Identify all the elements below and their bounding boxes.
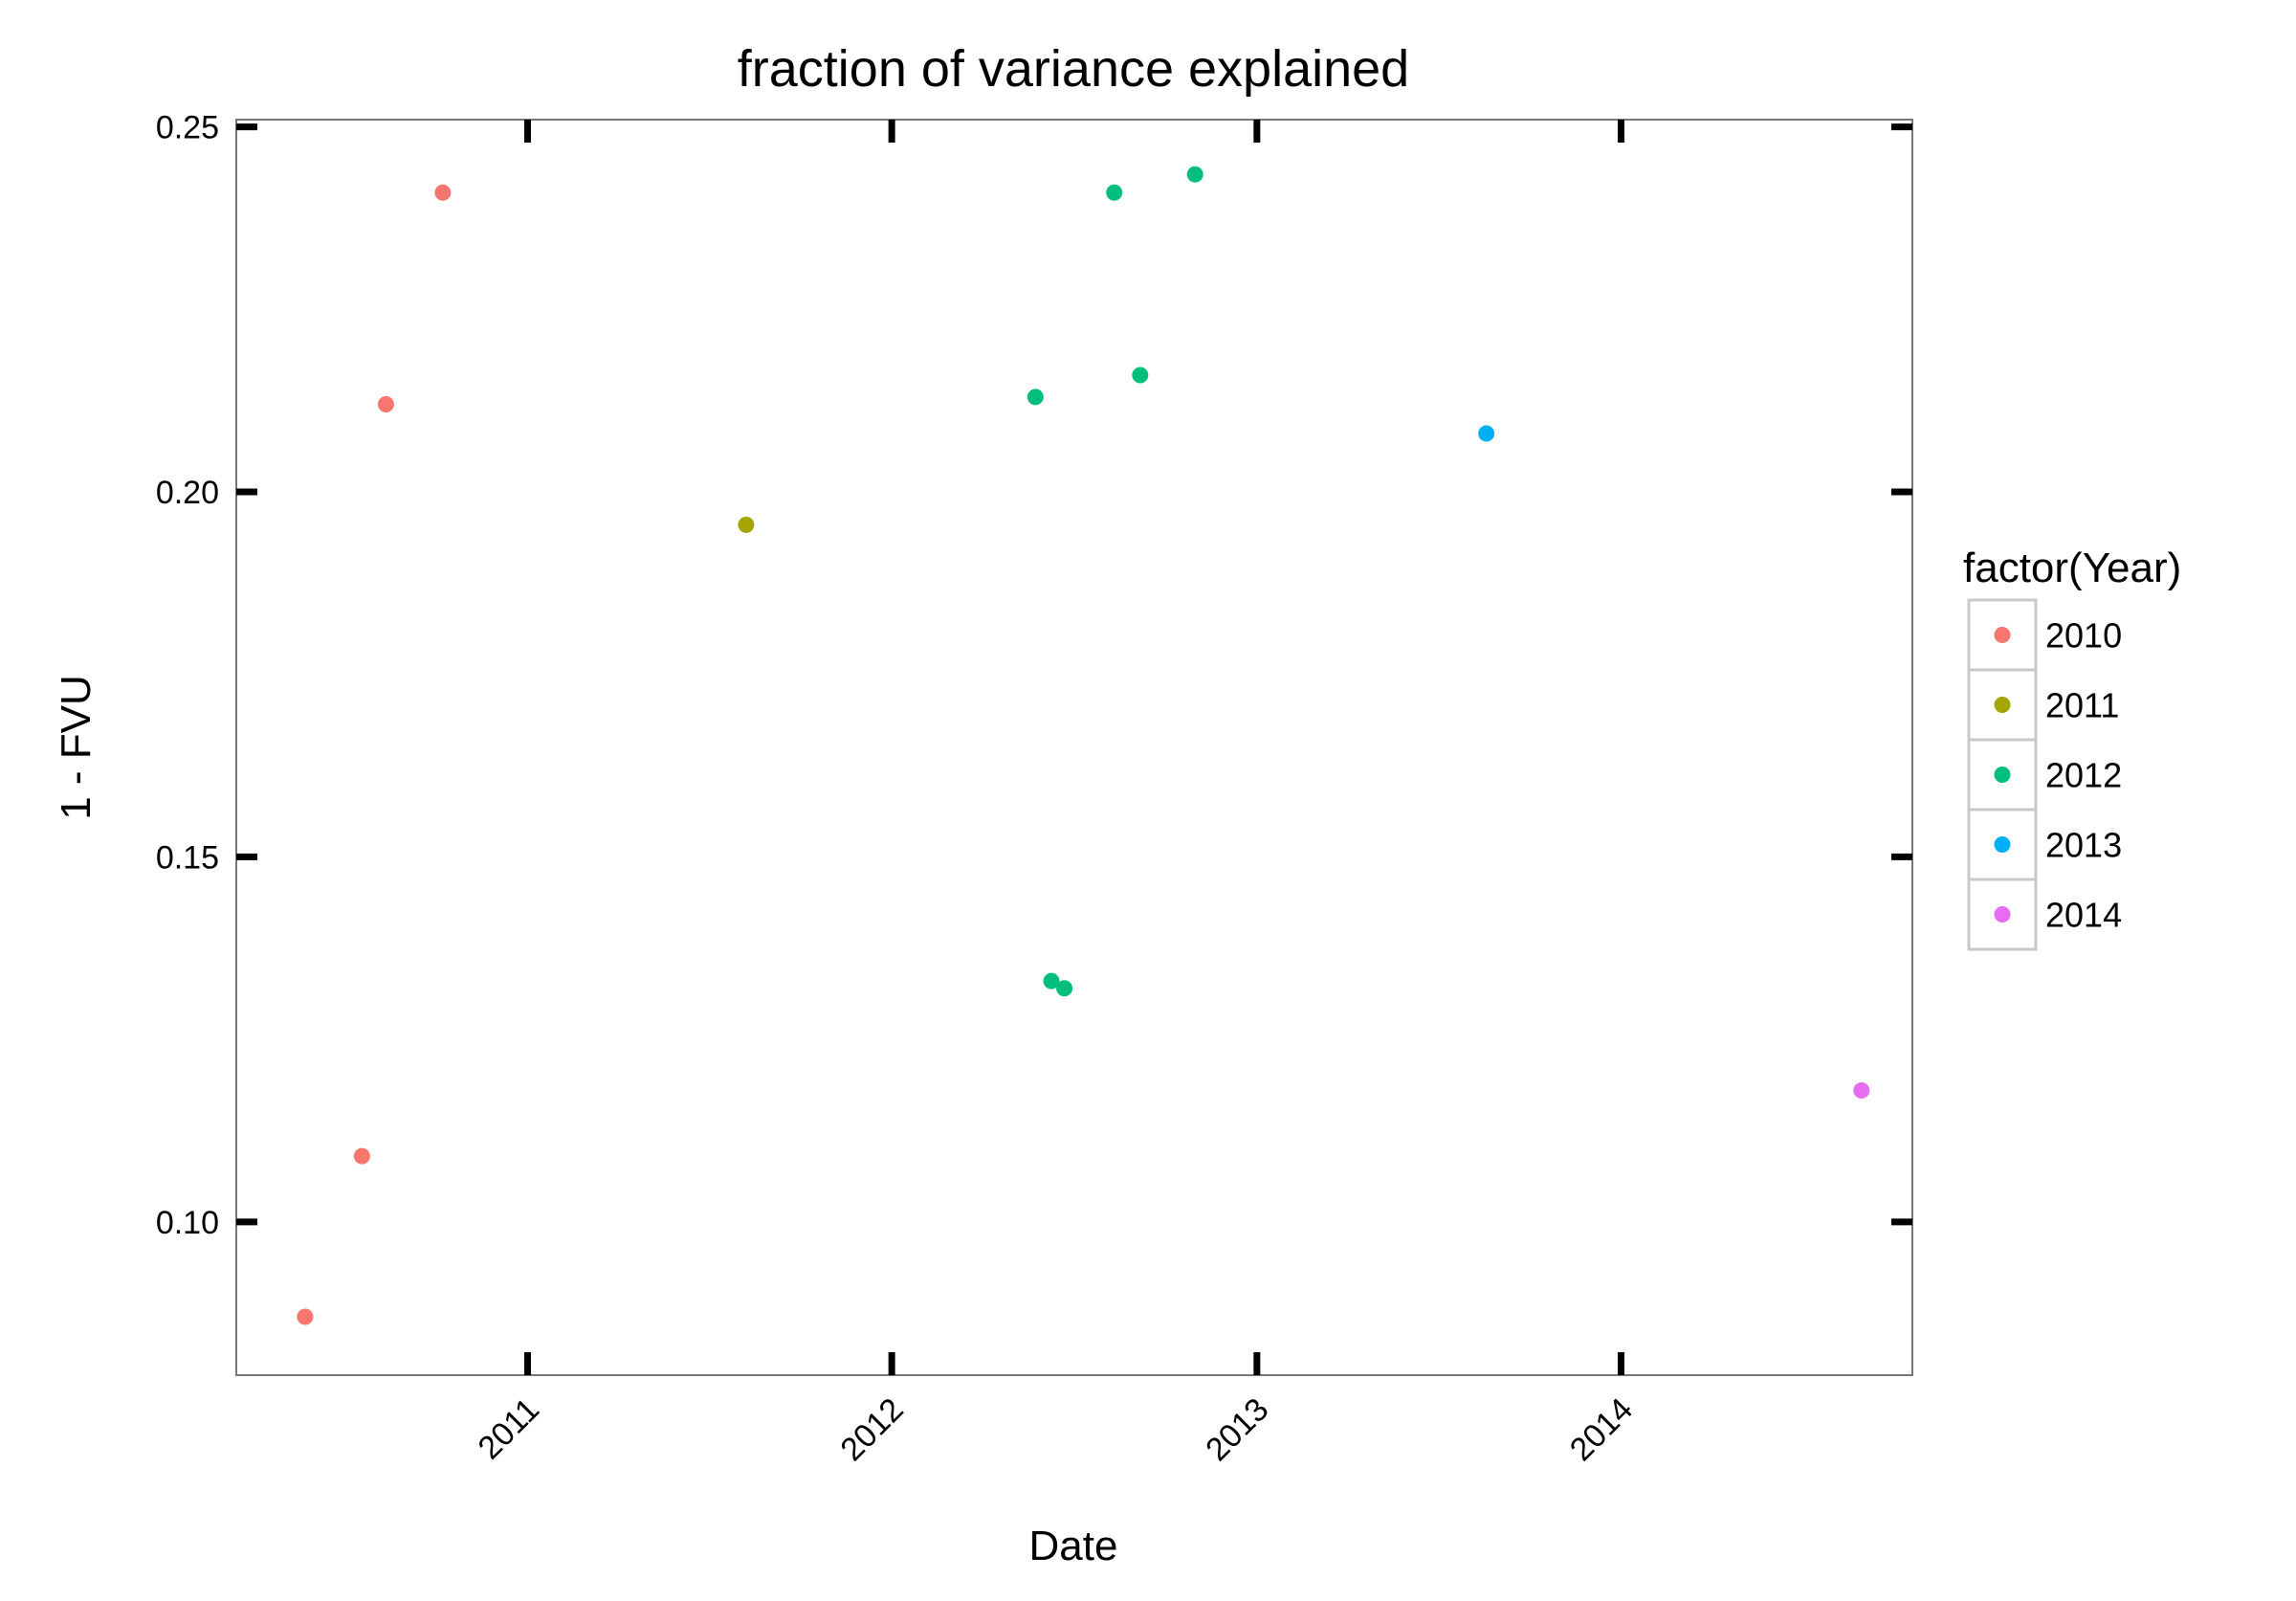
legend-label: 2014 xyxy=(2045,896,2122,935)
point-2014 xyxy=(1853,1082,1870,1100)
y-tick-label: 0.25 xyxy=(156,110,219,146)
x-tick-label: 2012 xyxy=(833,1391,910,1468)
point-2010 xyxy=(377,395,394,412)
legend-label: 2011 xyxy=(2045,686,2119,725)
point-2010 xyxy=(434,184,452,201)
point-2012 xyxy=(1132,367,1149,384)
point-2012 xyxy=(1106,184,1123,201)
point-2010 xyxy=(297,1308,314,1325)
legend-key-point xyxy=(1994,767,2011,783)
y-tick-label: 0.10 xyxy=(156,1205,219,1241)
plot-area: 0.10 0.15 0.20 0.25 2011 2012 2013 2014 xyxy=(156,110,1913,1468)
point-2012 xyxy=(1056,980,1073,997)
point-2012 xyxy=(1043,972,1060,990)
y-axis: 0.10 0.15 0.20 0.25 xyxy=(156,110,1912,1241)
point-2012 xyxy=(1186,166,1203,183)
legend-key-point xyxy=(1994,836,2011,853)
legend-label: 2010 xyxy=(2045,616,2122,656)
data-points xyxy=(297,166,1870,1325)
point-2010 xyxy=(353,1147,370,1165)
x-axis-title: Date xyxy=(1029,1523,1118,1569)
point-2011 xyxy=(738,516,755,533)
point-2012 xyxy=(1027,389,1044,406)
x-axis: 2011 2012 2013 2014 xyxy=(472,120,1640,1468)
chart-title: fraction of variance explained xyxy=(738,40,1409,98)
x-tick-label: 2013 xyxy=(1199,1391,1275,1468)
y-axis-title: 1 - FVU xyxy=(53,675,99,820)
x-tick-label: 2011 xyxy=(472,1391,547,1467)
legend-key-point xyxy=(1994,627,2011,643)
legend-items: 2010 2011 2012 2013 2014 xyxy=(1967,598,2122,951)
point-2013 xyxy=(1478,425,1495,442)
legend: factor(Year) 2010 2011 2012 2013 2014 xyxy=(1963,545,2181,951)
legend-key-point xyxy=(1994,697,2011,713)
y-tick-label: 0.15 xyxy=(156,839,219,876)
x-tick-label: 2014 xyxy=(1563,1391,1640,1468)
legend-label: 2013 xyxy=(2045,826,2122,865)
plot-frame xyxy=(235,119,1913,1376)
legend-label: 2012 xyxy=(2045,756,2122,795)
legend-key-point xyxy=(1994,906,2011,923)
legend-title: factor(Year) xyxy=(1963,545,2181,591)
y-tick-label: 0.20 xyxy=(156,475,219,511)
